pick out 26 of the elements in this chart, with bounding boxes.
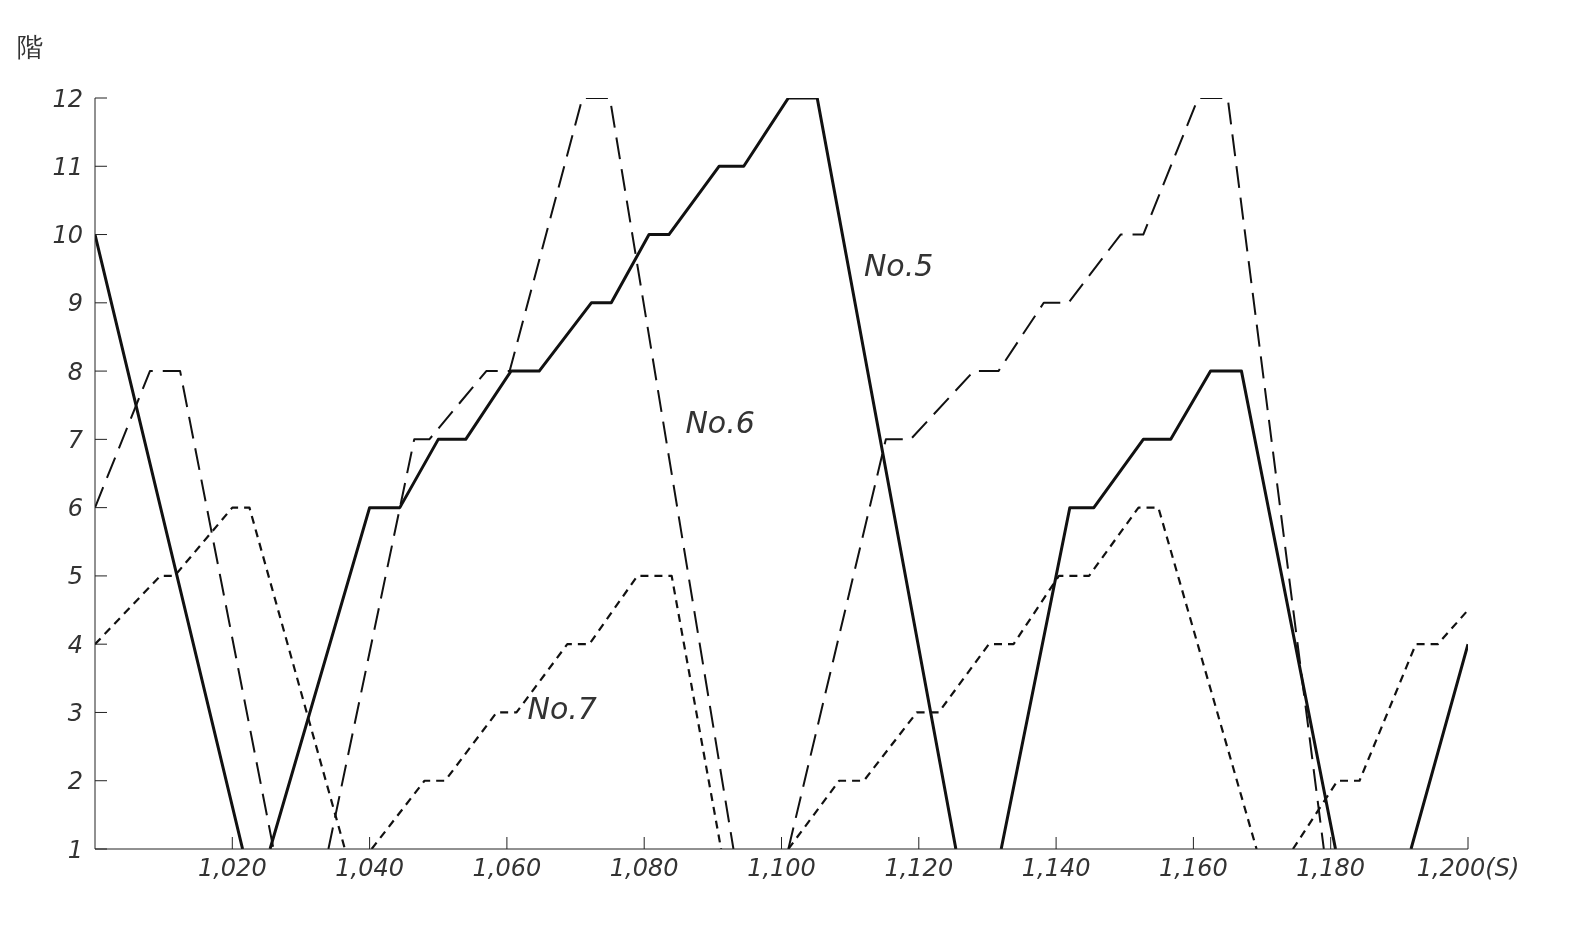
x-tick-label: 1,040 — [335, 854, 404, 883]
y-tick-label: 5 — [67, 562, 83, 591]
y-tick-label: 8 — [67, 357, 83, 386]
y-tick-label: 1 — [67, 835, 83, 864]
x-tick-label: 1,200(S) — [1416, 854, 1520, 883]
y-tick-label: 11 — [52, 152, 83, 181]
series-label: No.6 — [685, 404, 755, 440]
series-label: No.7 — [527, 691, 597, 727]
y-tick-label: 6 — [67, 494, 83, 523]
y-tick-label: 10 — [52, 221, 83, 250]
x-tick-label: 1,160 — [1159, 854, 1228, 883]
x-tick-label: 1,100 — [747, 854, 816, 883]
y-axis-title: 階 — [17, 31, 43, 62]
y-tick-label: 7 — [67, 425, 84, 454]
x-tick-label: 1,020 — [197, 854, 267, 883]
y-tick-label: 12 — [52, 84, 83, 113]
y-tick-label: 4 — [67, 630, 83, 659]
y-tick-label: 3 — [67, 698, 83, 727]
x-tick-label: 1,140 — [1021, 854, 1091, 883]
y-tick-label: 9 — [67, 289, 83, 318]
x-tick-label: 1,120 — [884, 854, 954, 883]
x-tick-label: 1,060 — [472, 854, 542, 883]
x-tick-label: 1,080 — [609, 854, 679, 883]
y-tick-label: 2 — [67, 767, 83, 796]
series-label: No.5 — [863, 247, 934, 283]
x-tick-label: 1,180 — [1296, 854, 1366, 883]
